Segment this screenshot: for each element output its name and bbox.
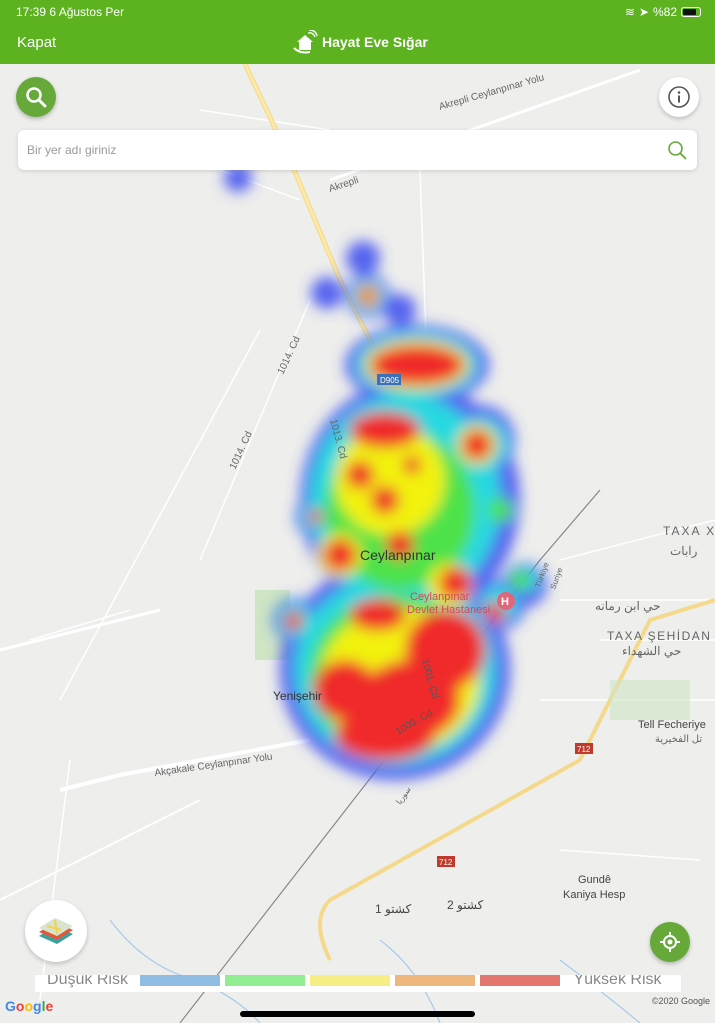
location-arrow-icon: ➤	[638, 5, 649, 19]
road-shield-d905: D905	[380, 376, 400, 385]
info-button[interactable]	[659, 77, 699, 117]
status-time: 17:39 6 Ağustos Per	[16, 5, 125, 19]
hospital-label: Ceylanpınar	[410, 591, 470, 603]
map-label: TAXA X	[663, 524, 715, 538]
heatmap-layer	[224, 164, 547, 780]
map-label: كشتو 1	[375, 902, 412, 916]
map-label: تل الفخيرية	[655, 734, 702, 745]
map-label: Tell Fecheriye	[638, 719, 706, 731]
search-button[interactable]	[16, 77, 56, 117]
risk-legend: Düşük Risk Yüksek Risk	[35, 975, 681, 992]
google-logo[interactable]: Google	[5, 998, 54, 1014]
home-indicator[interactable]	[240, 1011, 475, 1017]
park-area	[610, 680, 690, 720]
my-location-icon	[660, 932, 680, 952]
info-icon	[668, 86, 690, 108]
map-copyright: ©2020 Google	[651, 996, 710, 1006]
road-shield-712: 712	[577, 745, 591, 754]
hospital-pin-icon	[497, 592, 515, 610]
map-label: Gundê	[578, 874, 611, 886]
svg-text:H: H	[501, 596, 509, 608]
app-brand: Hayat Eve Sığar	[292, 30, 428, 54]
search-icon	[26, 87, 47, 108]
place-search-input[interactable]	[18, 130, 638, 170]
map-label: Kaniya Hesp	[563, 889, 625, 901]
search-icon[interactable]	[667, 140, 687, 160]
map-layers-icon	[39, 918, 73, 944]
close-button[interactable]: Kapat	[17, 34, 57, 51]
my-location-button[interactable]	[650, 922, 690, 962]
app-title: Hayat Eve Sığar	[322, 34, 428, 50]
map-label: حي الشهداء	[622, 644, 681, 658]
status-indicators: ≋ ➤ %82	[625, 5, 701, 19]
legend-swatch	[480, 975, 560, 986]
top-bar: 17:39 6 Ağustos Per ≋ ➤ %82 Kapat Hayat …	[0, 0, 715, 64]
legend-swatch	[140, 975, 220, 986]
road-shield-712: 712	[439, 858, 453, 867]
place-search-bar	[18, 130, 697, 170]
map-label: TAXA ŞEHİDAN	[607, 629, 711, 643]
map-label: حي ابن رمانه	[595, 599, 661, 613]
legend-high-label: Yüksek Risk	[573, 975, 662, 988]
map-layers-button[interactable]	[25, 900, 87, 962]
district-label: Yenişehir	[273, 689, 322, 703]
legend-swatch	[310, 975, 390, 986]
hospital-label: Devlet Hastanesi	[407, 604, 490, 616]
legend-swatch	[395, 975, 475, 986]
house-hands-logo-icon	[293, 30, 318, 54]
map-label: كشتو 2	[447, 898, 484, 912]
legend-low-label: Düşük Risk	[47, 975, 128, 988]
map-label: ﺭﺍﺑﺎﺕ	[670, 544, 698, 558]
battery-percent: %82	[652, 5, 677, 19]
city-label: Ceylanpınar	[360, 547, 436, 563]
wifi-icon: ≋	[624, 5, 635, 19]
legend-swatch	[225, 975, 305, 986]
map-view[interactable]: Akrepli Ceylanpınar Yolu Akrepli 1014. C…	[0, 64, 715, 1023]
battery-icon	[681, 7, 701, 17]
